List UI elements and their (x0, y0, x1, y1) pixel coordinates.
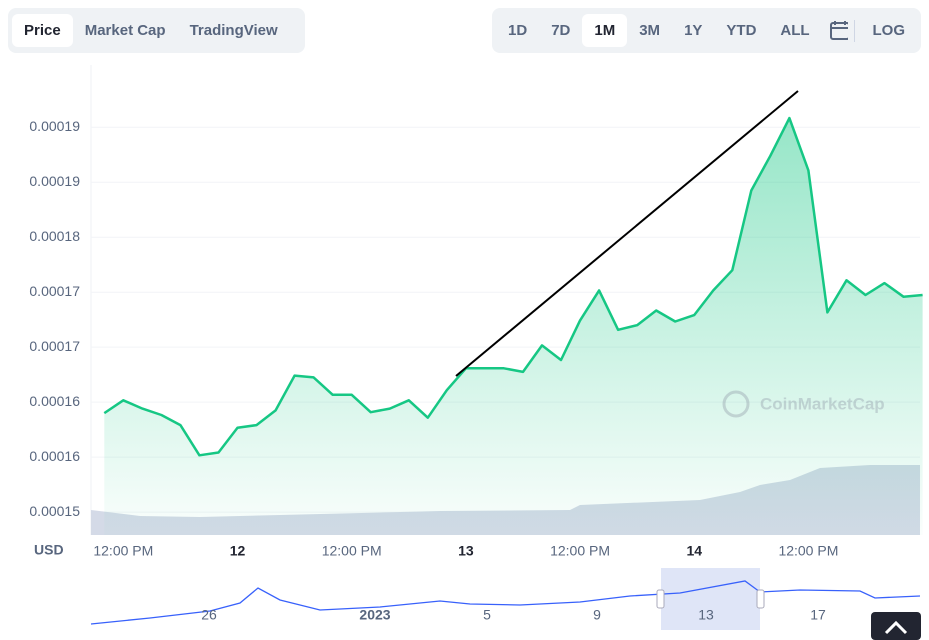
range[interactable]: 3M (639, 22, 661, 39)
x-tick-label: 12 (230, 543, 246, 559)
volume-bars (91, 465, 920, 535)
calendar-icon[interactable] (822, 19, 848, 43)
trend-line (455, 90, 799, 377)
range[interactable]: 1Y (684, 22, 703, 39)
navigator (91, 568, 920, 630)
x-tick-label: 12:00 PM (550, 543, 610, 559)
navigator-label: 17 (810, 607, 826, 623)
price-area (104, 118, 923, 535)
view-tabs: Price Market Cap TradingView (8, 8, 305, 53)
watermark: CoinMarketCap (722, 390, 885, 418)
chevron (884, 620, 908, 635)
tab[interactable]: Price (12, 14, 73, 47)
x-tick-label: 12:00 PM (778, 543, 838, 559)
separator (853, 19, 855, 42)
y-tick-label: 0.00019 (29, 173, 80, 189)
range[interactable]: 1M (582, 14, 628, 47)
y-tick-label: 0.00017 (29, 283, 80, 299)
navigator-selection (661, 568, 760, 630)
range-tabs: 1D 7D 1M 3M 1Y YTD ALL LOG (492, 8, 921, 53)
x-tick-label: 12:00 PM (322, 543, 382, 559)
navigator-label: 9 (593, 607, 601, 623)
y-tick-label: 0.00016 (29, 393, 80, 409)
watermark-text: CoinMarketCap (760, 394, 885, 413)
y-tick-label: 0.00017 (29, 338, 80, 354)
scroll-button[interactable] (871, 612, 921, 640)
y-tick-label: 0.00016 (29, 448, 80, 464)
range[interactable]: 7D (551, 22, 571, 39)
y-tick-label: 0.00015 (29, 503, 80, 519)
y-tick-label: 0.00018 (29, 228, 80, 244)
navigator-label: 5 (483, 607, 491, 623)
navigator-handle[interactable] (656, 589, 665, 609)
range[interactable]: ALL (780, 22, 810, 39)
navigator-label: 2023 (359, 607, 390, 623)
x-tick-label: 13 (458, 543, 474, 559)
price-line (103, 116, 923, 457)
tab[interactable]: TradingView (189, 22, 278, 39)
range[interactable]: YTD (726, 22, 757, 39)
navigator-handle[interactable] (756, 589, 765, 609)
y-tick-label: 0.00019 (29, 118, 80, 134)
range[interactable]: 1D (508, 22, 528, 39)
navigator-label: 26 (201, 607, 217, 623)
tab[interactable]: Market Cap (84, 22, 166, 39)
axis-unit: USD (34, 542, 64, 558)
log-button[interactable]: LOG (872, 22, 906, 39)
navigator-label: 13 (698, 607, 714, 623)
navigator-line (90, 580, 921, 625)
x-tick-label: 12:00 PM (93, 543, 153, 559)
x-tick-label: 14 (686, 543, 702, 559)
